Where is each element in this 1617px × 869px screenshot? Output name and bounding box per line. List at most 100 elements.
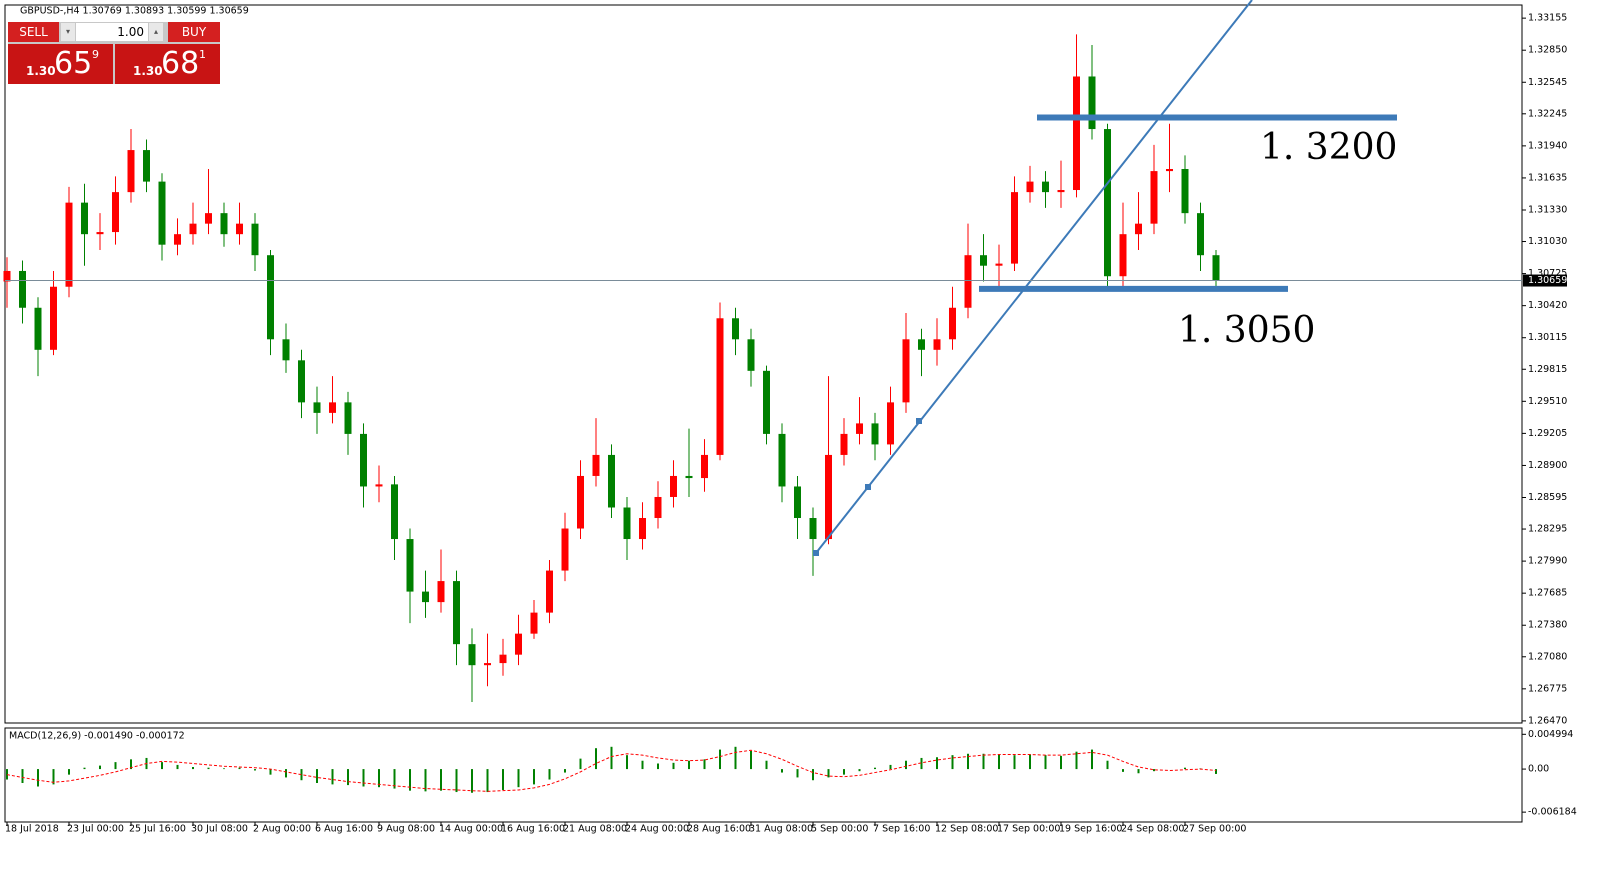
candle-body [794, 486, 801, 519]
x-tick-label: 6 Aug 16:00 [315, 824, 373, 835]
y-tick-label: 1.32850 [1528, 45, 1567, 56]
y-tick-label: 1.28595 [1528, 492, 1567, 503]
candle-body [918, 339, 925, 350]
candle-body [577, 475, 584, 529]
candle-body [732, 318, 739, 340]
candle-body [980, 255, 987, 266]
candle-body [685, 475, 693, 479]
candle-body [530, 612, 538, 634]
annotation: 1. 3200 [1260, 127, 1397, 168]
x-tick-label: 12 Sep 08:00 [935, 824, 998, 835]
x-tick-label: 31 Aug 08:00 [749, 824, 813, 835]
buy-button[interactable]: BUY [168, 22, 220, 42]
trade-panel: SELL ▾ 1.00 ▴ BUY 1.30 65 9 1.30 68 1 [8, 22, 220, 84]
x-tick-label: 16 Aug 16:00 [501, 824, 565, 835]
y-tick-label: 0.004994 [1528, 729, 1573, 740]
macd-signal [6, 749, 1217, 792]
candle-body [251, 223, 259, 256]
candle-body [158, 181, 166, 245]
buy-price[interactable]: 1.30 68 1 [115, 44, 220, 84]
last-price-label: 1.30659 [1528, 275, 1567, 286]
candle-body [592, 454, 600, 476]
lot-down[interactable]: ▾ [61, 23, 75, 41]
candle-body [1042, 181, 1049, 193]
y-tick-label: 1.33155 [1528, 13, 1567, 24]
x-tick-label: 23 Jul 00:00 [67, 824, 124, 835]
candle-body [1166, 168, 1173, 172]
x-tick-label: 14 Aug 00:00 [439, 824, 503, 835]
candle-body [484, 663, 491, 666]
candle-body [1026, 181, 1034, 193]
trend-handle[interactable] [813, 550, 819, 556]
candle-body [127, 150, 135, 193]
y-tick-label: 1.29510 [1528, 396, 1567, 407]
lot-up[interactable]: ▴ [149, 23, 163, 41]
candle-body [778, 433, 786, 487]
candle-body [189, 223, 197, 235]
candle-body [623, 507, 631, 540]
lot-input[interactable]: 1.00 [76, 23, 148, 41]
candle-body [1011, 192, 1018, 264]
candle-body [1212, 255, 1220, 281]
candle-body [716, 318, 724, 455]
candle-body [1104, 129, 1111, 277]
trend-line[interactable] [815, 0, 1253, 554]
candle-body [499, 654, 507, 664]
y-tick-label: 1.31330 [1528, 204, 1567, 215]
candle-body [670, 475, 677, 497]
candle-body [1197, 213, 1204, 256]
trend-handle[interactable] [916, 418, 922, 424]
candle-body [747, 339, 755, 371]
candle-body [34, 307, 42, 350]
candle-body [1181, 168, 1189, 214]
candle-body [174, 234, 181, 245]
y-tick-label: 1.30725 [1528, 268, 1567, 279]
candle-body [933, 339, 941, 350]
x-tick-label: 24 Aug 00:00 [625, 824, 689, 835]
y-tick-label: 1.30420 [1528, 300, 1567, 311]
x-tick-label: 7 Sep 16:00 [873, 824, 930, 835]
candle-body [298, 360, 305, 403]
y-tick-label: -0.006184 [1528, 807, 1577, 818]
y-tick-label: 1.32545 [1528, 77, 1567, 88]
y-tick-label: 1.27685 [1528, 588, 1567, 599]
price-fraction: 9 [92, 48, 99, 61]
candle-body [112, 192, 119, 233]
sell-price[interactable]: 1.30 65 9 [8, 44, 113, 84]
candle-body [608, 454, 615, 508]
candle-body [344, 402, 352, 434]
chart-header: GBPUSD-,H4 1.30769 1.30893 1.30599 1.306… [20, 6, 249, 17]
sell-button[interactable]: SELL [8, 22, 59, 42]
y-tick-label: 1.26470 [1528, 715, 1567, 726]
candle-body [437, 581, 445, 603]
x-tick-label: 5 Sep 00:00 [811, 824, 868, 835]
candle-body [391, 484, 398, 540]
macd-label: MACD(12,26,9) -0.001490 -0.000172 [9, 731, 185, 742]
candle-body [887, 402, 894, 445]
x-tick-label: 21 Aug 08:00 [563, 824, 627, 835]
candles [3, 34, 1220, 702]
x-tick-label: 25 Jul 16:00 [129, 824, 186, 835]
candle-body [3, 270, 11, 282]
candle-body [995, 263, 1003, 266]
candle-body [1150, 171, 1158, 224]
candle-body [902, 339, 910, 403]
macd-frame [4, 727, 1523, 823]
candle-body [546, 570, 553, 613]
candle-body [453, 581, 460, 645]
x-tick-label: 28 Aug 16:00 [687, 824, 751, 835]
candle-body [701, 454, 708, 479]
candle-body [639, 518, 646, 540]
candle-body [871, 423, 879, 445]
x-tick-label: 2 Aug 00:00 [253, 824, 311, 835]
candle-body [1135, 223, 1142, 235]
trend-handle[interactable] [865, 484, 871, 490]
x-tick-label: 24 Sep 08:00 [1121, 824, 1184, 835]
annotation: 1. 3050 [1178, 310, 1315, 351]
candle-body [313, 402, 321, 413]
candle-body [468, 644, 476, 666]
x-tick-label: 27 Sep 00:00 [1183, 824, 1246, 835]
candle-body [267, 255, 274, 340]
candle-body [515, 633, 522, 655]
candle-body [840, 433, 848, 455]
